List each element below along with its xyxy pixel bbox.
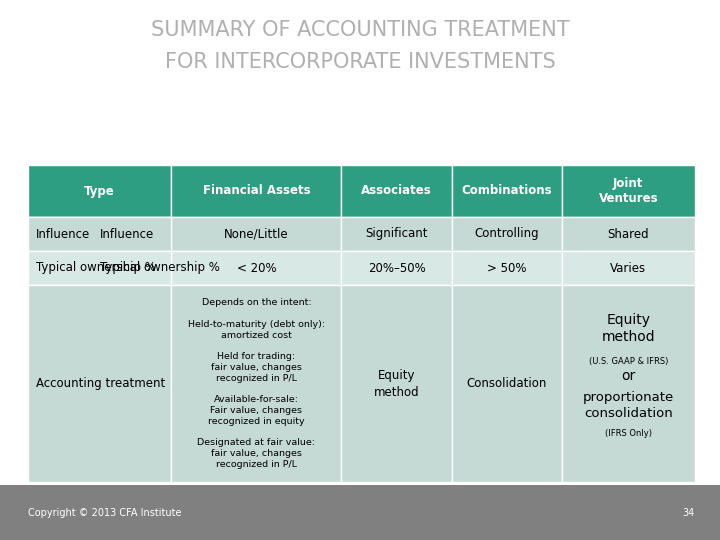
- Text: Accounting treatment: Accounting treatment: [36, 377, 166, 390]
- Text: Equity
method: Equity method: [374, 368, 419, 399]
- Text: None/Little: None/Little: [224, 227, 289, 240]
- Text: SUMMARY OF ACCOUNTING TREATMENT: SUMMARY OF ACCOUNTING TREATMENT: [150, 20, 570, 40]
- Text: Copyright © 2013 CFA Institute: Copyright © 2013 CFA Institute: [28, 508, 181, 517]
- Text: Financial Assets: Financial Assets: [202, 185, 310, 198]
- Text: Controlling: Controlling: [474, 227, 539, 240]
- Bar: [341, 165, 451, 217]
- Bar: [28, 165, 171, 217]
- Bar: [451, 251, 562, 285]
- Bar: [171, 251, 341, 285]
- Text: 20%–50%: 20%–50%: [368, 261, 426, 274]
- Text: Depends on the intent:

Held-to-maturity (debt only):
amortized cost

Held for t: Depends on the intent: Held-to-maturity …: [188, 299, 325, 469]
- Text: Equity
method: Equity method: [601, 313, 655, 344]
- Bar: [451, 217, 562, 251]
- Bar: [562, 165, 695, 217]
- Bar: [341, 251, 451, 285]
- Text: Varies: Varies: [611, 261, 647, 274]
- Text: Combinations: Combinations: [462, 185, 552, 198]
- Bar: [28, 251, 171, 285]
- Text: (IFRS Only): (IFRS Only): [605, 429, 652, 438]
- Bar: [28, 217, 171, 251]
- Bar: [341, 217, 451, 251]
- Text: Typical ownership %: Typical ownership %: [36, 261, 156, 274]
- Text: Type: Type: [84, 185, 115, 198]
- Bar: [0, 485, 720, 540]
- Text: or: or: [621, 368, 636, 382]
- Text: Shared: Shared: [608, 227, 649, 240]
- Bar: [28, 251, 171, 285]
- Text: (U.S. GAAP & IFRS): (U.S. GAAP & IFRS): [589, 357, 668, 366]
- Text: > 50%: > 50%: [487, 261, 526, 274]
- Text: Consolidation: Consolidation: [467, 377, 546, 390]
- Bar: [451, 165, 562, 217]
- Text: Typical ownership %: Typical ownership %: [99, 261, 220, 274]
- Bar: [562, 217, 695, 251]
- Text: 34: 34: [683, 508, 695, 517]
- Text: Influence: Influence: [36, 227, 90, 240]
- Bar: [171, 217, 341, 251]
- Bar: [28, 217, 171, 251]
- Text: Influence: Influence: [99, 227, 154, 240]
- Bar: [451, 285, 562, 482]
- Text: FOR INTERCORPORATE INVESTMENTS: FOR INTERCORPORATE INVESTMENTS: [165, 52, 555, 72]
- Text: proportionate
consolidation: proportionate consolidation: [582, 391, 674, 420]
- Text: < 20%: < 20%: [237, 261, 276, 274]
- Bar: [562, 285, 695, 482]
- Bar: [28, 285, 171, 482]
- Text: Associates: Associates: [361, 185, 432, 198]
- Text: Joint
Ventures: Joint Ventures: [598, 177, 658, 206]
- Bar: [341, 285, 451, 482]
- Bar: [171, 165, 341, 217]
- Bar: [562, 251, 695, 285]
- Text: Significant: Significant: [365, 227, 428, 240]
- Bar: [171, 285, 341, 482]
